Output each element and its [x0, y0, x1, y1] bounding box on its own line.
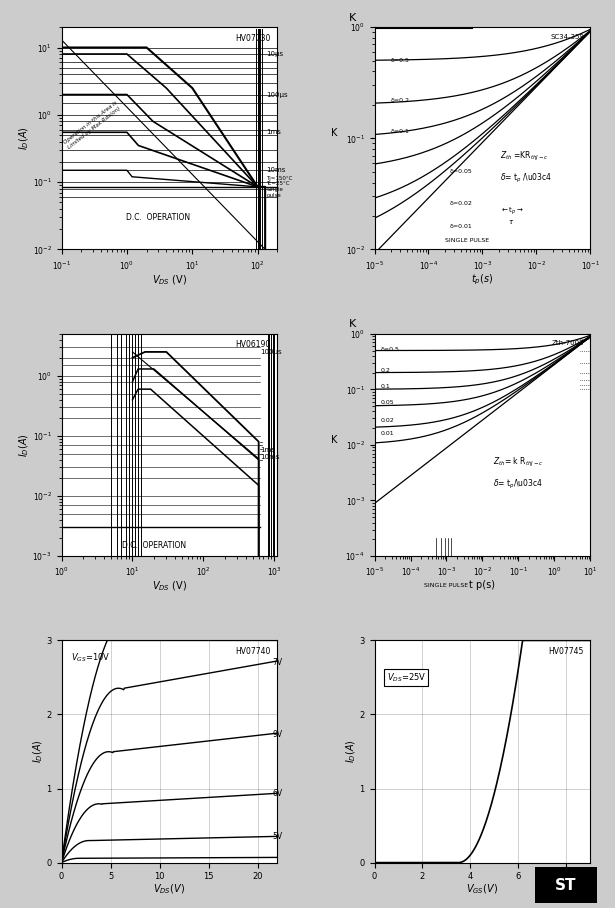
- Text: $V_{GS}$=10V: $V_{GS}$=10V: [71, 652, 111, 664]
- Text: $\delta$= t$_p$ /\u03c4: $\delta$= t$_p$ /\u03c4: [500, 172, 552, 185]
- X-axis label: $V_{DS}(V)$: $V_{DS}(V)$: [154, 883, 185, 896]
- Text: 0.1: 0.1: [381, 383, 391, 389]
- Text: δ=0.01: δ=0.01: [450, 224, 473, 229]
- Text: 10ms: 10ms: [266, 167, 285, 173]
- Text: $Z_{th}$ =KR$_{thJ-c}$: $Z_{th}$ =KR$_{thJ-c}$: [500, 150, 549, 163]
- Text: 0.05: 0.05: [381, 400, 394, 405]
- Text: $\delta$= t$_p$/\u03c4: $\delta$= t$_p$/\u03c4: [493, 479, 543, 491]
- Text: 0.02: 0.02: [381, 419, 395, 423]
- Text: δ=0.5: δ=0.5: [381, 347, 400, 352]
- X-axis label: $V_{GS}(V)$: $V_{GS}(V)$: [466, 883, 498, 896]
- Y-axis label: $I_D(A)$: $I_D(A)$: [344, 740, 358, 764]
- Text: SC34-359: SC34-359: [550, 34, 584, 40]
- Text: HV07745: HV07745: [549, 647, 584, 656]
- Text: 100μs: 100μs: [261, 349, 282, 355]
- Text: δ=0.02: δ=0.02: [450, 201, 473, 206]
- Text: K: K: [349, 13, 356, 23]
- Text: D.C.  OPERATION: D.C. OPERATION: [126, 212, 190, 222]
- Y-axis label: $I_D(A)$: $I_D(A)$: [31, 740, 45, 764]
- Text: δ=0.1: δ=0.1: [391, 129, 410, 134]
- Text: HV07730: HV07730: [236, 34, 271, 43]
- X-axis label: t p(s): t p(s): [469, 579, 496, 589]
- Text: SINGLE PULSE: SINGLE PULSE: [424, 583, 469, 587]
- Text: HV07740: HV07740: [236, 647, 271, 656]
- Text: 0.01: 0.01: [381, 431, 394, 436]
- Text: 5V: 5V: [272, 832, 283, 841]
- Text: 7V: 7V: [272, 658, 283, 667]
- X-axis label: $V_{DS}$ (V): $V_{DS}$ (V): [152, 273, 187, 287]
- Y-axis label: $I_D(A)$: $I_D(A)$: [17, 433, 31, 457]
- Y-axis label: K: K: [331, 435, 338, 445]
- Text: δ=0.2: δ=0.2: [391, 98, 410, 103]
- Text: 100μs: 100μs: [266, 92, 288, 97]
- Y-axis label: K: K: [331, 128, 338, 138]
- Text: $\leftarrow$t$_p \rightarrow$
    $\tau$: $\leftarrow$t$_p \rightarrow$ $\tau$: [500, 206, 523, 226]
- Y-axis label: $I_D(A)$: $I_D(A)$: [18, 126, 31, 150]
- Text: 0.2: 0.2: [381, 368, 391, 373]
- Text: δ=0.5: δ=0.5: [391, 58, 410, 64]
- Text: δ=0.05: δ=0.05: [450, 169, 473, 174]
- Text: SINGLE PULSE: SINGLE PULSE: [445, 238, 489, 243]
- Text: $V_{DS}$=25V: $V_{DS}$=25V: [386, 671, 426, 684]
- Text: Zth-7002: Zth-7002: [552, 340, 584, 347]
- Text: 1ms
10ms: 1ms 10ms: [261, 448, 280, 460]
- Text: D.C.  OPERATION: D.C. OPERATION: [122, 541, 186, 550]
- Text: HV06190: HV06190: [236, 340, 271, 350]
- Text: $Z_{th}$= k R$_{thJ-c}$: $Z_{th}$= k R$_{thJ-c}$: [493, 456, 544, 469]
- Text: 10μs: 10μs: [266, 51, 284, 57]
- Text: 9V: 9V: [272, 730, 283, 739]
- Text: ST: ST: [555, 878, 576, 893]
- Text: K: K: [349, 320, 356, 330]
- X-axis label: $V_{DS}$ (V): $V_{DS}$ (V): [152, 579, 187, 593]
- X-axis label: $t_p(s)$: $t_p(s)$: [471, 273, 494, 287]
- Text: Operation in this Area is
Limited by Max Rds(on): Operation in this Area is Limited by Max…: [63, 101, 122, 150]
- Text: 6V: 6V: [272, 789, 283, 798]
- Text: 1ms: 1ms: [266, 129, 281, 135]
- Text: Tj=150°C
Tc=25°C
Single
pulse: Tj=150°C Tc=25°C Single pulse: [266, 175, 293, 198]
